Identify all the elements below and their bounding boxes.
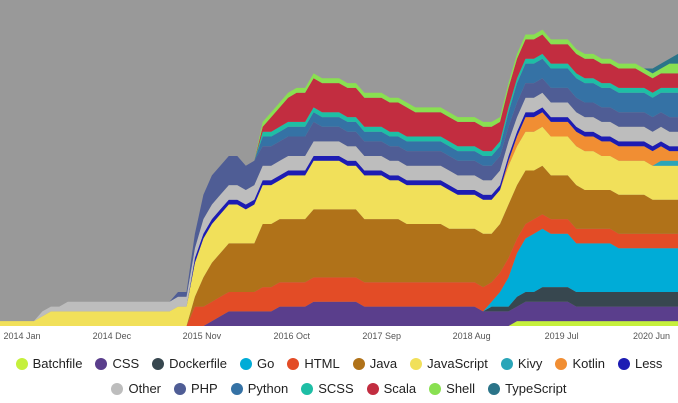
- legend-swatch: [555, 357, 568, 370]
- legend-item-scss[interactable]: SCSS: [301, 379, 354, 398]
- legend-swatch: [287, 357, 300, 370]
- area-python: [0, 58, 678, 322]
- legend-item-typescript[interactable]: TypeScript: [488, 379, 567, 398]
- legend-label: Go: [256, 356, 275, 371]
- legend-label: Kotlin: [572, 356, 605, 371]
- area-batchfile: [0, 321, 678, 326]
- legend-item-other[interactable]: Other: [111, 379, 161, 398]
- chart-legend: Batchfile CSS Dockerfile Go HTML Java JavaScri…: [0, 354, 678, 398]
- legend-label: Other: [128, 381, 161, 396]
- area-series-group: [0, 29, 678, 326]
- legend-swatch: [95, 357, 108, 370]
- area-go: [0, 228, 678, 326]
- legend-item-python[interactable]: Python: [230, 379, 289, 398]
- x-axis: 2014 Jan 2014 Dec 2015 Nov 2016 Oct 2017 Sep…: [3, 331, 670, 341]
- legend-swatch: [301, 382, 314, 395]
- area-other: [0, 92, 678, 322]
- legend-label: Python: [247, 381, 289, 396]
- legend-label: Java: [369, 356, 398, 371]
- x-tick-label: 2014 Jan: [3, 331, 40, 341]
- legend-item-javascript[interactable]: JavaScript: [410, 354, 488, 373]
- legend-item-go[interactable]: Go: [239, 354, 275, 373]
- legend-label: JavaScript: [427, 356, 488, 371]
- legend-swatch: [366, 382, 379, 395]
- legend-swatch: [500, 357, 513, 370]
- legend-label: Shell: [446, 381, 476, 396]
- legend-label: Batchfile: [32, 356, 83, 371]
- legend-swatch: [617, 357, 630, 370]
- x-tick-label: 2020 Jun: [633, 331, 670, 341]
- x-tick-label: 2019 Jul: [545, 331, 579, 341]
- legend-swatch: [352, 357, 365, 370]
- legend-item-less[interactable]: Less: [617, 354, 663, 373]
- legend-label: Dockerfile: [169, 356, 227, 371]
- legend-label: Kivy: [517, 356, 543, 371]
- legend-item-shell[interactable]: Shell: [429, 379, 475, 398]
- legend-label: Less: [634, 356, 663, 371]
- legend-swatch: [152, 357, 165, 370]
- legend-swatch: [429, 382, 442, 395]
- legend-swatch: [230, 382, 243, 395]
- legend-label: CSS: [112, 356, 140, 371]
- area-javascript: [0, 126, 678, 326]
- legend-item-batchfile[interactable]: Batchfile: [15, 354, 83, 373]
- legend-item-kotlin[interactable]: Kotlin: [555, 354, 605, 373]
- x-tick-label: 2015 Nov: [183, 331, 222, 341]
- area-css: [0, 301, 678, 326]
- legend-label: Scala: [383, 381, 417, 396]
- legend-item-dockerfile[interactable]: Dockerfile: [152, 354, 227, 373]
- x-tick-label: 2018 Aug: [453, 331, 491, 341]
- stacked-area-chart: 2014 Jan 2014 Dec 2015 Nov 2016 Oct 2017 Sep…: [0, 0, 678, 341]
- legend-item-java[interactable]: Java: [352, 354, 398, 373]
- legend-item-scala[interactable]: Scala: [366, 379, 417, 398]
- legend-swatch: [174, 382, 186, 395]
- x-tick-label: 2017 Sep: [362, 331, 401, 341]
- legend-label: PHP: [191, 381, 218, 396]
- legend-swatch: [239, 357, 252, 370]
- legend-item-kivy[interactable]: Kivy: [500, 354, 543, 373]
- legend-row: Batchfile CSS Dockerfile Go HTML Java JavaScri…: [0, 354, 678, 373]
- legend-item-php[interactable]: PHP: [174, 379, 218, 398]
- legend-swatch: [488, 382, 501, 395]
- legend-swatch: [410, 357, 423, 370]
- legend-item-css[interactable]: CSS: [95, 354, 139, 373]
- legend-label: HTML: [304, 356, 340, 371]
- area-php: [0, 78, 678, 322]
- area-scala: [0, 34, 678, 322]
- legend-swatch: [111, 382, 124, 395]
- x-tick-label: 2014 Dec: [93, 331, 132, 341]
- x-tick-label: 2016 Oct: [274, 331, 311, 341]
- legend-row: Other PHP Python SCSS Scala Shell TypeScript: [0, 379, 678, 398]
- legend-label: SCSS: [318, 381, 354, 396]
- legend-swatch: [15, 357, 28, 370]
- area-kotlin: [0, 112, 678, 322]
- area-java: [0, 165, 678, 326]
- legend-label: TypeScript: [505, 381, 567, 396]
- legend-item-html[interactable]: HTML: [287, 354, 340, 373]
